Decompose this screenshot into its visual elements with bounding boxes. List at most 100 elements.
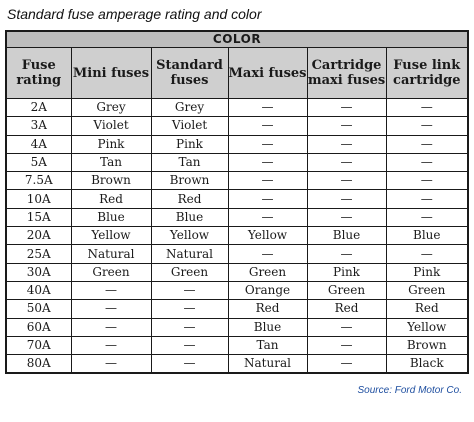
mini-cell: Green <box>70 262 152 282</box>
table-row: 70A — — Tan — Brown <box>5 335 469 356</box>
cartridge-maxi-cell: — <box>306 134 387 154</box>
rating-cell: 60A <box>5 317 72 337</box>
fuse-link-cell: Green <box>385 280 469 301</box>
standard-cell: — <box>150 280 229 301</box>
fuse-link-cell: — <box>385 134 469 154</box>
mini-cell: Yellow <box>70 226 152 246</box>
maxi-cell: Tan <box>227 335 308 356</box>
table-row: 20A Yellow Yellow Yellow Blue Blue <box>5 226 469 246</box>
source-credit: Source: Ford Motor Co. <box>357 385 462 396</box>
maxi-cell: — <box>227 207 308 228</box>
table-row: 50A — — Red Red Red <box>5 299 469 319</box>
color-group-header-row: COLOR <box>5 30 469 48</box>
color-group-header: COLOR <box>5 30 469 48</box>
fuse-link-cell: Pink <box>385 262 469 282</box>
standard-cell: — <box>150 317 229 337</box>
maxi-cell: — <box>227 97 308 118</box>
mini-cell: — <box>70 354 152 374</box>
table-row: 80A — — Natural — Black <box>5 354 469 374</box>
fuse-link-cell: — <box>385 171 469 191</box>
rating-cell: 2A <box>5 97 72 118</box>
rating-cell: 80A <box>5 354 72 374</box>
table-row: 60A — — Blue — Yellow <box>5 317 469 337</box>
fuse-link-cell: — <box>385 244 469 264</box>
mini-cell: — <box>70 299 152 319</box>
rating-cell: 7.5A <box>5 171 72 191</box>
cartridge-maxi-cell: — <box>306 189 387 209</box>
cartridge-maxi-cell: — <box>306 317 387 337</box>
standard-cell: — <box>150 354 229 374</box>
standard-cell: Red <box>150 189 229 209</box>
standard-cell: Blue <box>150 207 229 228</box>
standard-cell: Brown <box>150 171 229 191</box>
cartridge-maxi-cell: — <box>306 354 387 374</box>
cartridge-maxi-cell: — <box>306 97 387 118</box>
cartridge-maxi-cell: — <box>306 116 387 136</box>
standard-cell: Green <box>150 262 229 282</box>
cartridge-maxi-cell: Green <box>306 280 387 301</box>
fuse-link-cell: — <box>385 189 469 209</box>
mini-cell: Red <box>70 189 152 209</box>
maxi-cell: — <box>227 134 308 154</box>
fuse-link-cell: Black <box>385 354 469 374</box>
rating-cell: 10A <box>5 189 72 209</box>
maxi-cell: — <box>227 116 308 136</box>
fuse-link-cell: Red <box>385 299 469 319</box>
mini-cell: Natural <box>70 244 152 264</box>
rating-cell: 5A <box>5 152 72 173</box>
maxi-cell: Green <box>227 262 308 282</box>
standard-cell: Pink <box>150 134 229 154</box>
cartridge-maxi-cell: — <box>306 335 387 356</box>
table-row: 7.5A Brown Brown — — — <box>5 171 469 191</box>
mini-cell: Blue <box>70 207 152 228</box>
column-header-fuse-rating: Fuse rating <box>5 47 72 99</box>
cartridge-maxi-cell: — <box>306 207 387 228</box>
cartridge-maxi-cell: — <box>306 171 387 191</box>
maxi-cell: — <box>227 189 308 209</box>
maxi-cell: Yellow <box>227 226 308 246</box>
rating-cell: 70A <box>5 335 72 356</box>
mini-cell: — <box>70 317 152 337</box>
mini-cell: Brown <box>70 171 152 191</box>
rating-cell: 20A <box>5 226 72 246</box>
table-row: 30A Green Green Green Pink Pink <box>5 262 469 282</box>
standard-cell: — <box>150 299 229 319</box>
maxi-cell: — <box>227 152 308 173</box>
rating-cell: 15A <box>5 207 72 228</box>
page-title: Standard fuse amperage rating and color <box>7 6 262 22</box>
standard-cell: Natural <box>150 244 229 264</box>
table-row: 10A Red Red — — — <box>5 189 469 209</box>
fuse-link-cell: Brown <box>385 335 469 356</box>
mini-cell: Violet <box>70 116 152 136</box>
mini-cell: Tan <box>70 152 152 173</box>
standard-cell: Violet <box>150 116 229 136</box>
maxi-cell: Blue <box>227 317 308 337</box>
fuse-link-cell: — <box>385 116 469 136</box>
standard-cell: Yellow <box>150 226 229 246</box>
column-header-maxi-fuses: Maxi fuses <box>227 47 308 99</box>
rating-cell: 4A <box>5 134 72 154</box>
fuse-link-cell: — <box>385 207 469 228</box>
column-header-fuse-link-cartridge: Fuse link cartridge <box>385 47 469 99</box>
standard-cell: Tan <box>150 152 229 173</box>
maxi-cell: — <box>227 244 308 264</box>
table-row: 25A Natural Natural — — — <box>5 244 469 264</box>
table-row: 3A Violet Violet — — — <box>5 116 469 136</box>
rating-cell: 40A <box>5 280 72 301</box>
table-row: 4A Pink Pink — — — <box>5 134 469 154</box>
cartridge-maxi-cell: Blue <box>306 226 387 246</box>
cartridge-maxi-cell: — <box>306 152 387 173</box>
maxi-cell: Orange <box>227 280 308 301</box>
rating-cell: 30A <box>5 262 72 282</box>
cartridge-maxi-cell: Pink <box>306 262 387 282</box>
standard-cell: Grey <box>150 97 229 118</box>
fuse-link-cell: Yellow <box>385 317 469 337</box>
fuse-color-table: COLOR Fuse rating Mini fuses Standard fu… <box>5 30 470 375</box>
rating-cell: 3A <box>5 116 72 136</box>
mini-cell: — <box>70 280 152 301</box>
table-body: 2A Grey Grey — — —3A Violet Violet — — —4A Pink Pink… <box>5 97 469 374</box>
cartridge-maxi-cell: Red <box>306 299 387 319</box>
cartridge-maxi-cell: — <box>306 244 387 264</box>
column-header-mini-fuses: Mini fuses <box>70 47 152 99</box>
maxi-cell: Red <box>227 299 308 319</box>
